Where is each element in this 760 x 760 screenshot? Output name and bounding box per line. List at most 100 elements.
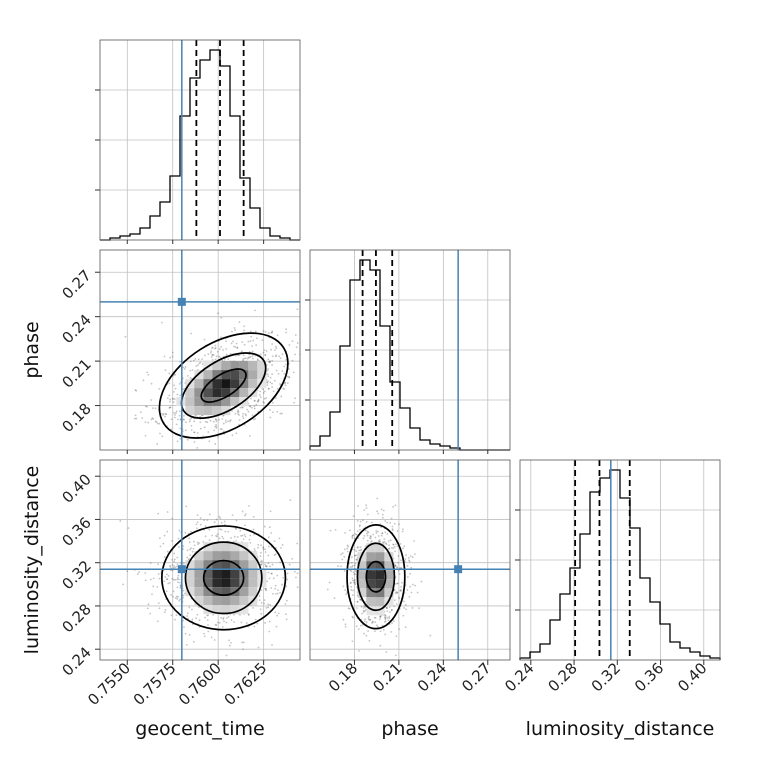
sample-point	[215, 425, 218, 428]
sample-point	[248, 504, 250, 507]
sample-point	[397, 569, 400, 572]
sample-point	[224, 530, 227, 533]
sample-point	[207, 630, 210, 633]
sample-point	[256, 359, 259, 362]
sample-point	[384, 615, 387, 617]
sample-point	[385, 606, 388, 609]
sample-point	[388, 615, 391, 618]
sample-point	[142, 379, 145, 382]
sample-point	[175, 595, 178, 598]
sample-point	[379, 615, 382, 618]
hist-frame	[309, 249, 511, 451]
sample-point	[204, 354, 206, 357]
sample-point	[352, 571, 355, 574]
sample-point	[275, 347, 278, 350]
sample-point	[151, 417, 154, 419]
sample-point	[288, 376, 291, 379]
sample-point	[349, 581, 352, 584]
sample-point	[283, 382, 286, 385]
sample-point	[406, 564, 409, 567]
sample-point	[241, 510, 244, 513]
sample-point	[213, 429, 216, 432]
sample-point	[182, 596, 184, 599]
sample-point	[264, 565, 267, 567]
sample-point	[183, 368, 186, 370]
sample-point	[351, 556, 353, 559]
sample-point	[134, 414, 137, 417]
sample-point	[388, 617, 391, 619]
sample-point	[206, 519, 209, 522]
sample-point	[355, 607, 358, 609]
sample-point	[374, 536, 377, 539]
sample-point	[270, 572, 273, 575]
sample-point	[409, 555, 412, 558]
sample-point	[214, 425, 217, 428]
sample-point	[168, 406, 171, 409]
sample-point	[279, 357, 282, 360]
sample-point	[176, 578, 179, 581]
sample-point	[275, 354, 278, 357]
sample-point	[410, 591, 413, 594]
sample-point	[159, 432, 161, 435]
sample-point	[275, 592, 277, 595]
sample-point	[400, 585, 402, 588]
sample-point	[271, 382, 273, 385]
sample-point	[344, 623, 347, 626]
sample-point	[268, 630, 271, 633]
sample-point	[418, 607, 420, 610]
density-cell	[375, 543, 385, 553]
density-cell	[239, 551, 249, 561]
sample-point	[146, 371, 149, 374]
sample-point	[170, 418, 173, 421]
sample-point	[171, 540, 173, 542]
sample-point	[392, 547, 395, 550]
sample-point	[305, 576, 307, 578]
sample-point	[222, 430, 225, 433]
sample-point	[243, 533, 246, 536]
sample-point	[179, 418, 182, 420]
sample-point	[393, 605, 395, 608]
sample-point	[394, 592, 397, 595]
sample-point	[244, 535, 247, 538]
sample-point	[275, 625, 278, 628]
sample-point	[384, 614, 386, 617]
sample-point	[264, 330, 267, 333]
sample-point	[364, 618, 367, 621]
sample-point	[388, 544, 391, 547]
sample-point	[289, 499, 292, 501]
sample-point	[168, 394, 171, 397]
sample-point	[267, 358, 270, 361]
sample-point	[271, 373, 274, 376]
sample-point	[157, 563, 159, 566]
sample-point	[394, 504, 397, 507]
sample-point	[209, 351, 212, 354]
density-cell	[185, 587, 195, 597]
sample-point	[232, 340, 234, 343]
density-cell	[230, 542, 240, 552]
sample-point	[204, 535, 207, 538]
sample-point	[364, 545, 367, 547]
sample-point	[242, 641, 245, 644]
density-cell	[366, 606, 376, 616]
sample-point	[238, 354, 240, 357]
sample-point	[380, 526, 383, 529]
sample-point	[276, 614, 279, 617]
sample-point	[376, 497, 379, 500]
density-cell	[212, 542, 222, 552]
density-cell	[239, 596, 249, 606]
sample-point	[383, 620, 386, 623]
sample-point	[379, 618, 381, 621]
sample-point	[365, 621, 368, 623]
sample-point	[176, 563, 179, 566]
density-cell	[384, 552, 394, 562]
density-cell	[221, 370, 231, 380]
sample-point	[193, 420, 195, 423]
sample-point	[172, 390, 175, 393]
sample-point	[217, 621, 220, 624]
sample-point	[231, 514, 234, 517]
density-cell	[221, 406, 231, 416]
sample-point	[174, 597, 177, 599]
sample-point	[413, 540, 415, 542]
sample-point	[224, 523, 226, 526]
sample-point	[163, 355, 166, 358]
